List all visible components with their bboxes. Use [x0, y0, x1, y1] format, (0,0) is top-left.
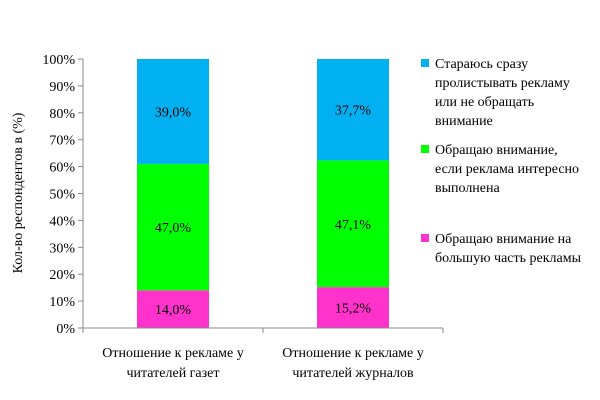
- y-axis-label: Кол-во респондентов в (%): [11, 112, 26, 273]
- data-label: 15,2%: [335, 302, 372, 317]
- y-tick-label: 90%: [49, 80, 75, 95]
- bar-segment: [137, 59, 209, 164]
- x-tick-label: Отношение к рекламе у: [282, 346, 424, 361]
- y-tick-label: 100%: [42, 53, 75, 68]
- y-tick-label: 50%: [49, 188, 75, 203]
- bar-segment: [317, 59, 389, 161]
- y-tick-label: 20%: [49, 268, 75, 283]
- bar-segment: [137, 163, 209, 291]
- y-tick-label: 30%: [49, 241, 75, 256]
- data-label: 14,0%: [155, 303, 192, 318]
- x-tick-label: Отношение к рекламе у: [102, 346, 244, 361]
- x-tick-label: читателей журналов: [292, 366, 414, 381]
- bar-segment: [137, 290, 209, 328]
- legend-label: пролистывать рекламу: [435, 76, 570, 91]
- y-tick-label: 70%: [49, 134, 75, 149]
- legend-swatch: [421, 145, 429, 153]
- data-label: 47,0%: [155, 221, 192, 236]
- legend-label: Обращаю внимание,: [435, 143, 558, 158]
- legend-label: большую часть рекламы: [435, 251, 582, 266]
- bar-segment: [317, 287, 389, 328]
- y-tick-label: 40%: [49, 214, 75, 229]
- legend-label: Обращаю внимание на: [435, 232, 572, 247]
- y-tick-label: 60%: [49, 161, 75, 176]
- legend-swatch: [421, 234, 429, 242]
- x-tick-label: читателей газет: [126, 366, 219, 381]
- data-label: 39,0%: [155, 105, 192, 120]
- data-label: 37,7%: [335, 104, 372, 119]
- bar-segment: [317, 160, 389, 288]
- legend-label: или не обращать: [435, 95, 534, 110]
- y-tick-label: 80%: [49, 107, 75, 122]
- legend-label: Стараюсь сразу: [435, 57, 528, 72]
- legend-swatch: [421, 59, 429, 67]
- legend-label: если реклама интересно: [435, 162, 579, 177]
- y-tick-label: 0%: [56, 322, 75, 337]
- data-label: 47,1%: [335, 218, 372, 233]
- legend-label: внимание: [435, 114, 493, 129]
- legend-label: выполнена: [435, 181, 501, 196]
- y-tick-label: 10%: [49, 295, 75, 310]
